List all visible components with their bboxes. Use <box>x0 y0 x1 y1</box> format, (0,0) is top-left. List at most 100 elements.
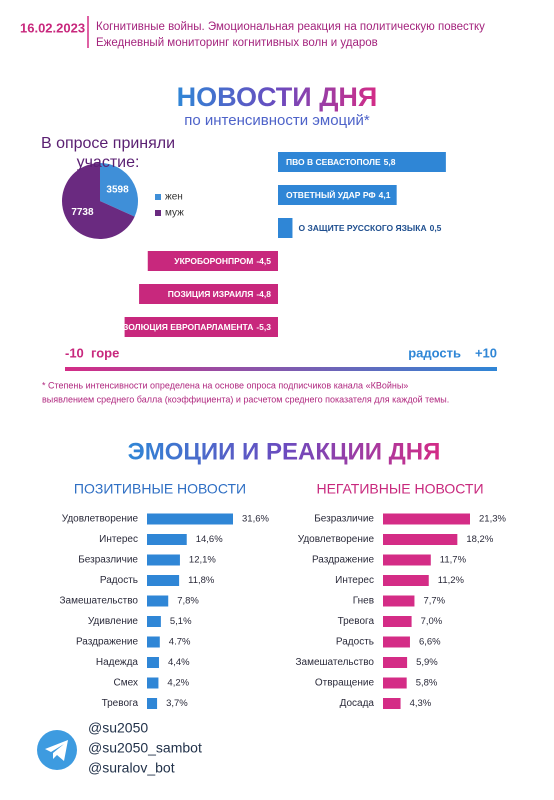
bar-label: УКРОБОРОНПРОМ -4,5 <box>174 256 271 266</box>
bar <box>383 554 431 566</box>
scale-annotation: горе <box>91 345 119 360</box>
pie-value-label: 3598 <box>106 184 129 195</box>
chart-title: НЕГАТИВНЫЕ НОВОСТИ <box>316 481 483 497</box>
bar-label: ПВО В СЕВАСТОПОЛЕ 5,8 <box>286 157 396 167</box>
pie-value-label: 7738 <box>71 207 94 218</box>
bar-category: Безразличие <box>78 555 138 566</box>
header-line: Когнитивные войны. Эмоциональная реакция… <box>96 21 485 33</box>
bar-value-label: 11,2% <box>438 575 465 586</box>
bar-label: РЕЗОЛЮЦИЯ ЕВРОПАРЛАМЕНТА -5,3 <box>112 322 272 332</box>
bar-value-label: 4.7% <box>169 637 191 648</box>
scale-bar <box>65 367 497 371</box>
bar-category: О ЗАЩИТЕ РУССКОГО ЯЗЫКА <box>298 223 426 233</box>
bar <box>383 636 410 648</box>
bar-category: Досада <box>340 698 375 709</box>
legend-label: жен <box>165 192 183 203</box>
bar <box>147 575 180 586</box>
bar-value-label: 31,6% <box>242 514 269 525</box>
bar <box>147 513 233 525</box>
bar-value-label: 5,9% <box>416 657 438 668</box>
section-title: ЭМОЦИИ И РЕАКЦИИ ДНЯ <box>128 438 441 465</box>
bar-value-label: 5,8 <box>384 157 396 167</box>
bar-category: Надежда <box>96 657 139 668</box>
bar-label: О ЗАЩИТЕ РУССКОГО ЯЗЫКА 0,5 <box>298 223 441 233</box>
bar <box>147 595 169 607</box>
bar <box>383 616 412 627</box>
bar-value-label: 4,3% <box>410 698 432 709</box>
bar-category: ПОЗИЦИЯ ИЗРАИЛЯ <box>168 289 254 299</box>
bar <box>383 575 429 586</box>
bar-label: ОТВЕТНЫЙ УДАР РФ 4,1 <box>286 189 391 200</box>
section-title: НОВОСТИ ДНЯ <box>177 82 378 112</box>
bar <box>124 317 278 337</box>
footer-link: @su2050 <box>88 720 148 736</box>
footer-link: @suralov_bot <box>88 760 175 776</box>
bar-category: РЕЗОЛЮЦИЯ ЕВРОПАРЛАМЕНТА <box>112 322 254 332</box>
bar-value-label: 4,2% <box>167 678 189 689</box>
bar <box>139 284 278 304</box>
bar <box>147 251 278 271</box>
telegram-icon <box>37 730 77 770</box>
bar <box>147 677 159 689</box>
bar <box>278 185 397 205</box>
legend-label: муж <box>165 208 184 219</box>
footnote: * Степень интенсивности определена на ос… <box>42 380 408 390</box>
bar-category: Радость <box>336 637 374 648</box>
bar <box>383 657 408 668</box>
bar-value-label: 4,4% <box>168 657 190 668</box>
bar-value-label: 6,6% <box>419 637 441 648</box>
bar-category: Замешательство <box>60 596 139 607</box>
bar-category: Тревога <box>338 616 375 627</box>
bar-category: УКРОБОРОНПРОМ <box>174 256 253 266</box>
bar-category: Интерес <box>99 534 138 545</box>
bar-category: Замешательство <box>296 657 375 668</box>
bar <box>383 513 470 525</box>
bar-value-label: 4,1 <box>379 190 391 200</box>
scale-annotation: радость <box>408 345 461 360</box>
bar-value-label: 11,7% <box>440 555 467 566</box>
bar-value-label: 7,8% <box>177 596 199 607</box>
bar-category: Смех <box>114 678 138 689</box>
footer-link: @su2050_sambot <box>88 740 202 756</box>
bar <box>147 616 161 627</box>
bar-category: ОТВЕТНЫЙ УДАР РФ <box>286 189 376 200</box>
bar-value-label: 5,8% <box>416 678 438 689</box>
bar-category: Интерес <box>335 575 374 586</box>
bar-value-label: 3,7% <box>166 698 188 709</box>
bar <box>147 534 187 545</box>
bar-value-label: 18,2% <box>466 534 493 545</box>
date: 16.02.2023 <box>20 20 85 35</box>
bar-category: Радость <box>100 575 138 586</box>
bar <box>278 218 293 238</box>
bar-category: Отвращение <box>315 678 375 689</box>
bar-value-label: 5,1% <box>170 616 192 627</box>
bar-value-label: 11,8% <box>188 575 215 586</box>
bar-value-label: -5,3 <box>256 322 271 332</box>
bar-category: Удивление <box>88 616 139 627</box>
bar-category: ПВО В СЕВАСТОПОЛЕ <box>286 157 381 167</box>
legend-swatch <box>155 194 161 200</box>
bar-value-label: 14,6% <box>196 534 223 545</box>
bar <box>383 534 458 545</box>
bar <box>147 636 160 648</box>
bar-category: Безразличие <box>314 514 374 525</box>
bar-value-label: 7,0% <box>421 616 443 627</box>
scale-end-label: -10 <box>65 345 84 360</box>
header-line: Ежедневный мониторинг когнитивных волн и… <box>96 37 378 49</box>
legend-swatch <box>155 210 161 216</box>
pie-slice <box>100 163 138 217</box>
bar <box>278 152 446 172</box>
bar-value-label: 12,1% <box>189 555 216 566</box>
pie-slice <box>61 163 135 239</box>
bar-category: Гнев <box>353 596 374 607</box>
bar <box>147 554 180 566</box>
footnote: выявлением среднего балла (коэффициента)… <box>42 394 449 404</box>
chart-title: ПОЗИТИВНЫЕ НОВОСТИ <box>74 481 246 497</box>
bar-category: Тревога <box>102 698 139 709</box>
section-subtitle: по интенсивности эмоций* <box>184 112 370 129</box>
bar <box>383 595 415 607</box>
bar-value-label: -4,5 <box>256 256 271 266</box>
bar-value-label: -4,8 <box>256 289 271 299</box>
